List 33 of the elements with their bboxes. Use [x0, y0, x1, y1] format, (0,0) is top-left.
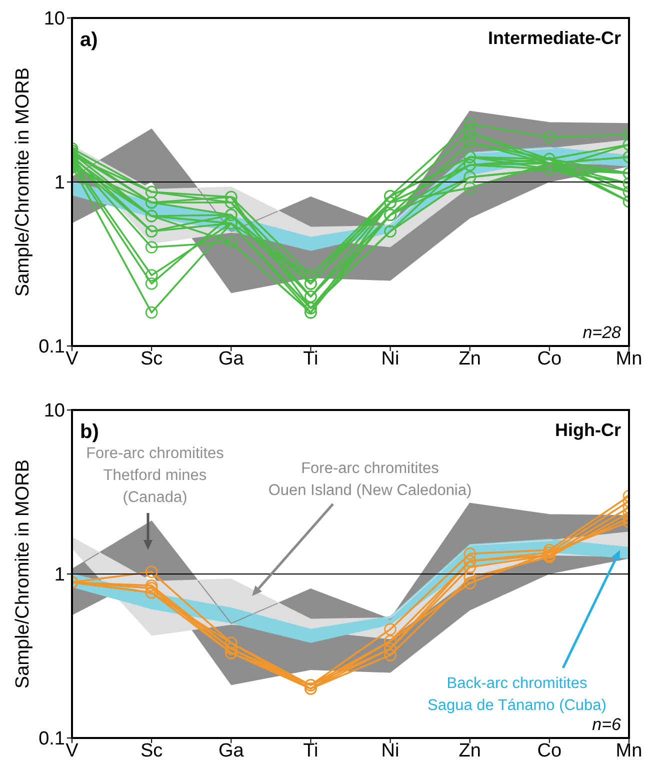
- y-tick-label: 10: [44, 8, 65, 30]
- x-tick-label: Ga: [218, 348, 244, 370]
- annotation: n=28: [582, 323, 622, 342]
- y-axis-title: Sample/Chromite in MORB: [12, 67, 34, 297]
- y-tick-label: 1: [54, 564, 65, 586]
- y-tick-label: 1: [54, 172, 65, 194]
- x-tick-label: Mn: [616, 740, 642, 762]
- annotation: n=6: [592, 715, 622, 734]
- annotation: a): [80, 29, 98, 51]
- text: Fore-arc chromitites Ouen Island (New Caledonia): [268, 460, 472, 499]
- x-tick-label: V: [66, 740, 79, 762]
- x-tick-label: Ni: [381, 740, 400, 762]
- text: High-Cr: [555, 420, 621, 440]
- text: Fore-arc chromitites Thetford mines (Canada): [86, 445, 224, 506]
- x-tick-label: Co: [537, 740, 562, 762]
- x-tick-label: Zn: [458, 740, 481, 762]
- annotation: b): [80, 421, 99, 443]
- x-tick-label: Zn: [458, 348, 481, 370]
- x-tick-label: Mn: [616, 348, 642, 370]
- x-tick-label: Sc: [140, 740, 163, 762]
- x-tick-label: Co: [537, 348, 562, 370]
- text: Back-arc chromitites Sagua de Tánamo (Cuba): [428, 675, 606, 714]
- x-tick-label: Ni: [381, 348, 400, 370]
- x-tick-label: Ti: [303, 348, 318, 370]
- x-tick-label: Ga: [218, 740, 244, 762]
- text: Intermediate-Cr: [488, 28, 621, 48]
- x-tick-label: V: [66, 348, 79, 370]
- y-tick-label: 10: [44, 400, 65, 422]
- y-tick-label: 0.1: [38, 336, 65, 358]
- x-tick-label: Sc: [140, 348, 163, 370]
- y-tick-label: 0.1: [38, 728, 65, 750]
- x-tick-label: Ti: [303, 740, 318, 762]
- y-axis-title: Sample/Chromite in MORB: [12, 459, 34, 689]
